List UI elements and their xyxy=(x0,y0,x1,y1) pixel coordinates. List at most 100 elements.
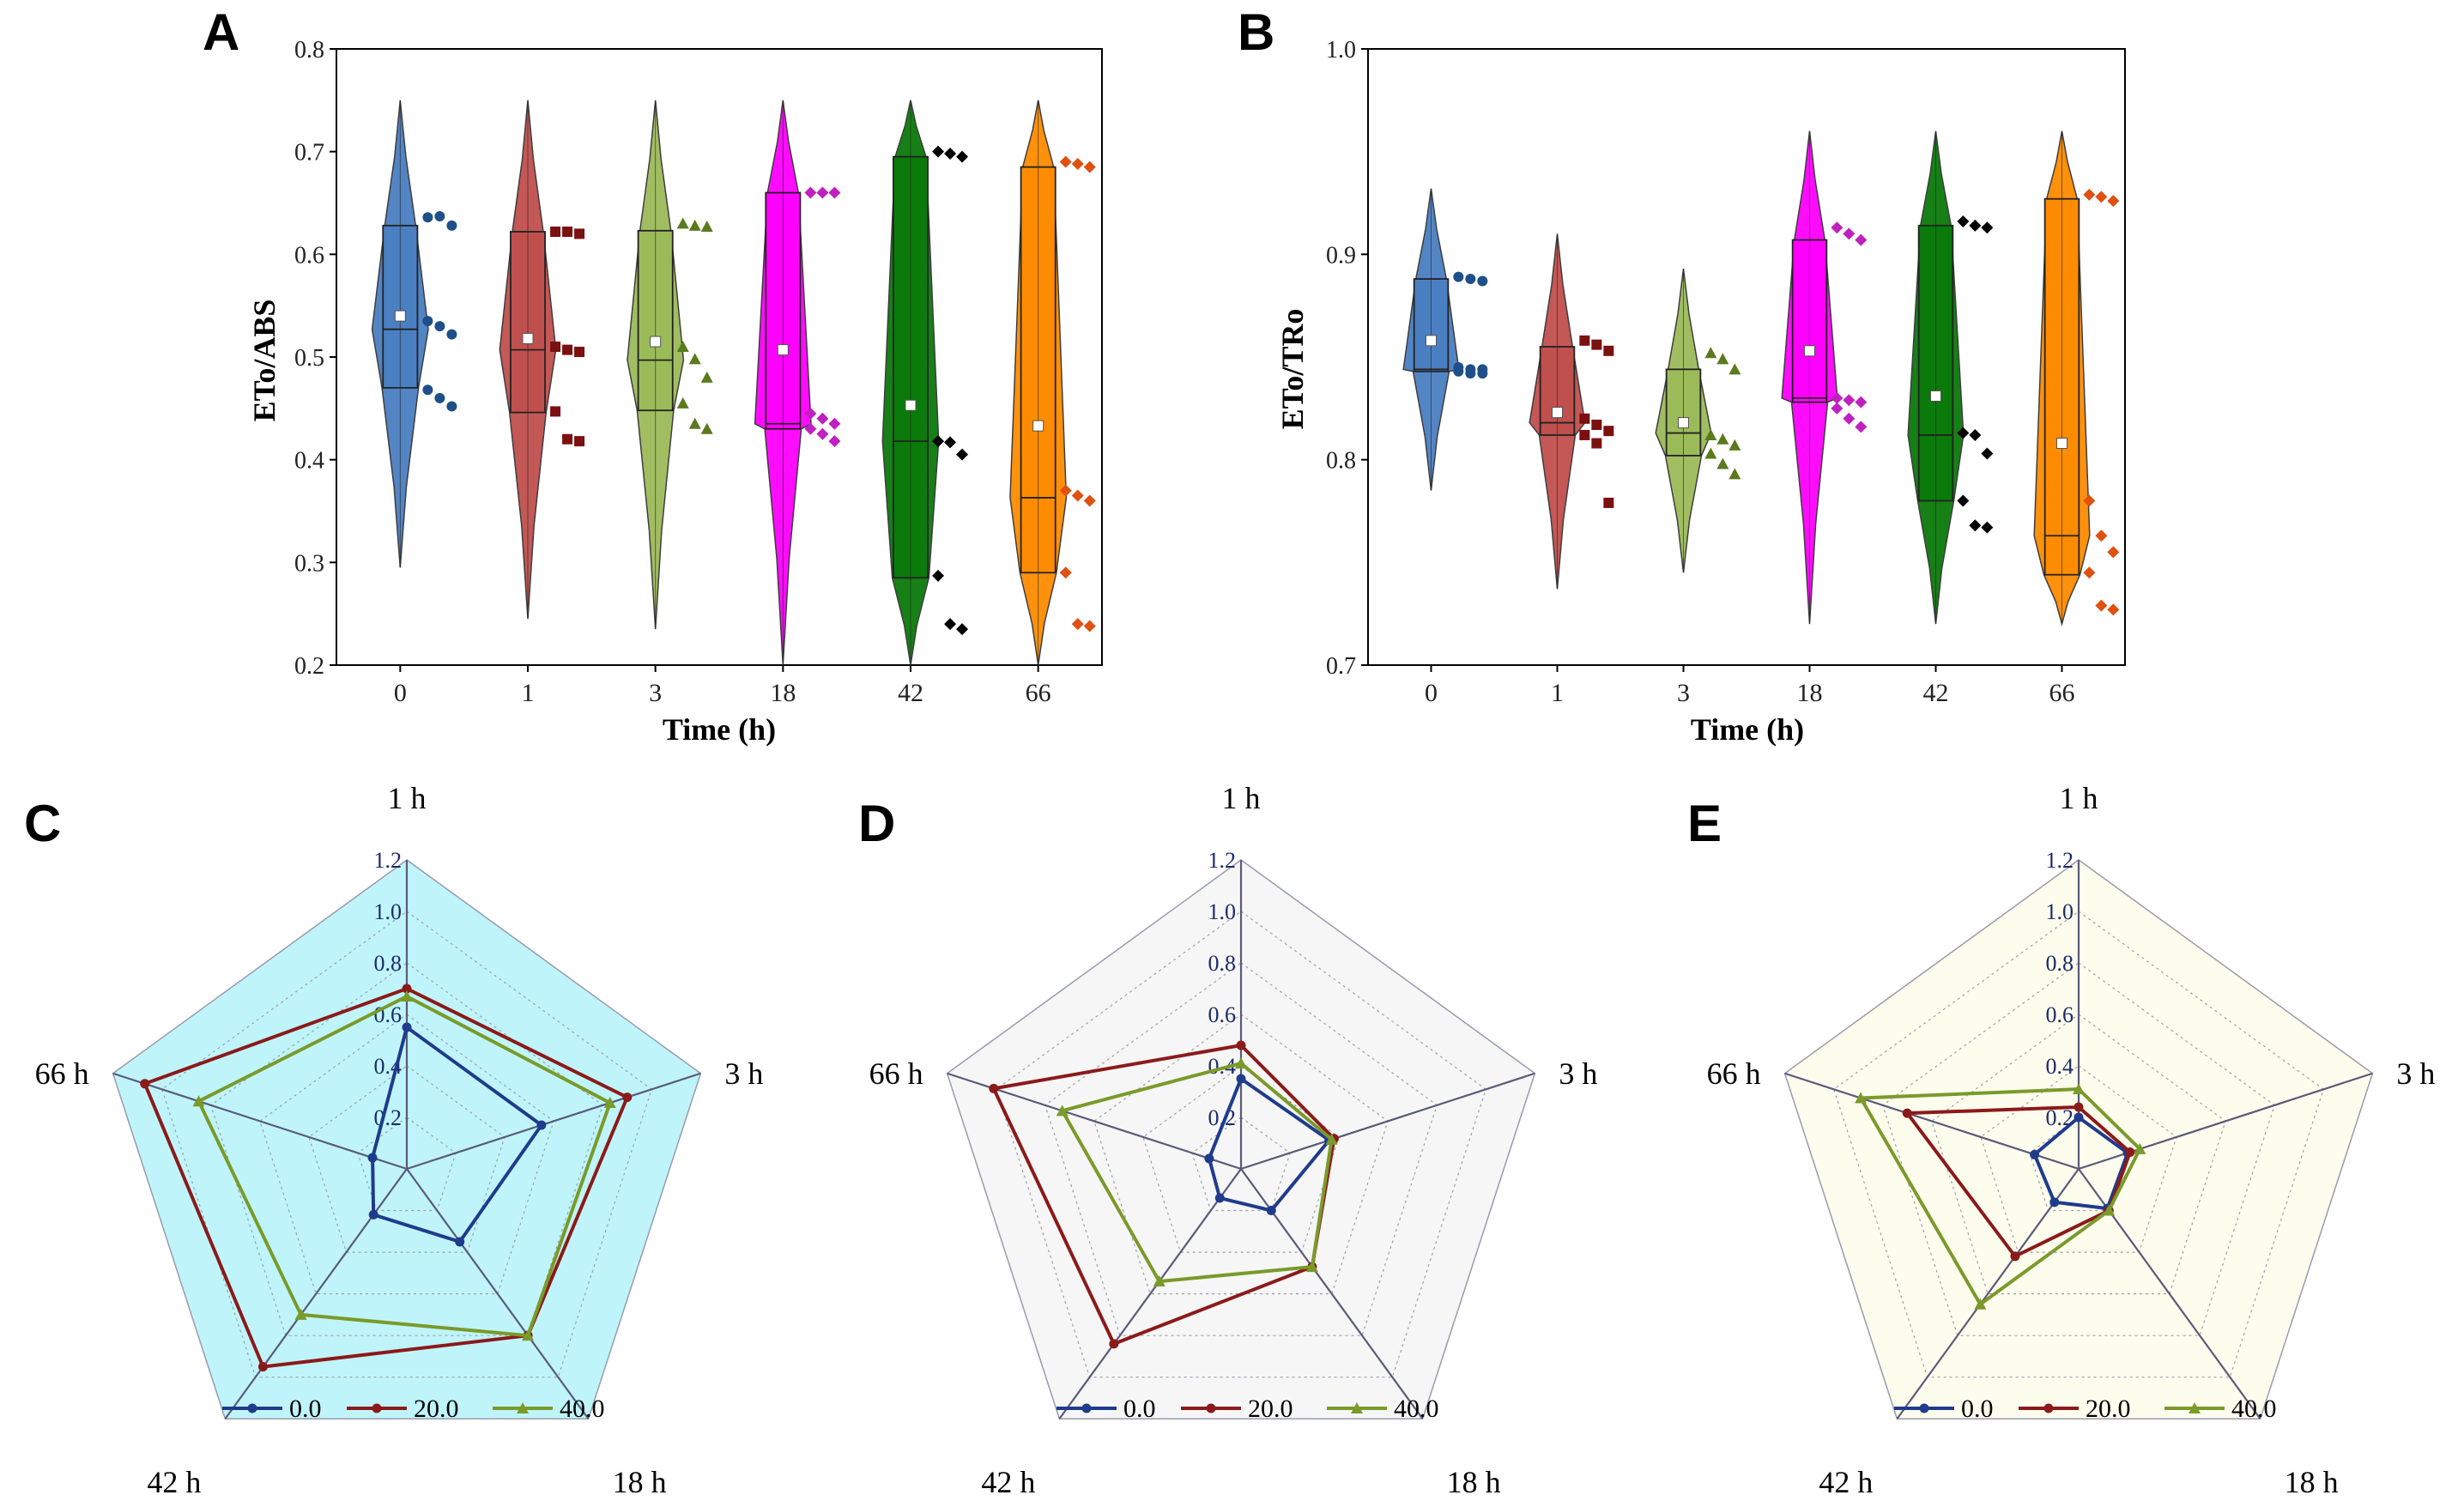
radar-point xyxy=(192,1095,205,1107)
panel-a-plot-frame xyxy=(336,48,1103,666)
radar-spoke xyxy=(112,1072,408,1171)
radar-point xyxy=(2010,1251,2020,1262)
data-point xyxy=(2083,566,2096,579)
data-point xyxy=(1716,457,1729,469)
data-point xyxy=(1957,427,1970,439)
data-point xyxy=(1981,221,1994,234)
data-point xyxy=(1465,368,1476,379)
data-point xyxy=(1453,366,1464,377)
radar-grid-ring xyxy=(308,1065,506,1253)
radar-point xyxy=(2074,1112,2084,1123)
radar-series-0.0 xyxy=(371,1024,544,1244)
panel-a-xlabel: Time (h) xyxy=(663,712,776,747)
data-point xyxy=(932,569,945,582)
data-point xyxy=(1704,428,1717,440)
radar-series-20.0 xyxy=(990,1043,1336,1347)
radar-point xyxy=(603,1097,616,1109)
panel-c-radar-chart: C 0.20.40.60.81.01.21 h3 h18 h42 h66 h0.… xyxy=(24,781,763,1499)
radar-point xyxy=(522,1329,535,1341)
radar-point xyxy=(1235,1057,1247,1068)
radar-tick-label: 0.6 xyxy=(1208,1002,1237,1027)
radar-spoke xyxy=(1784,1072,2080,1171)
panel-d-radar-chart: D 0.20.40.60.81.01.21 h3 h18 h42 h66 h0.… xyxy=(858,781,1597,1499)
data-point xyxy=(1579,413,1590,424)
radar-spoke xyxy=(224,1168,408,1419)
legend-marker xyxy=(517,1402,529,1413)
radar-grid-ring xyxy=(1980,1065,2177,1253)
data-point xyxy=(1831,402,1843,415)
x-tick-label: 42 xyxy=(1923,679,1949,707)
data-point xyxy=(1603,497,1614,508)
y-tick-label: 0.9 xyxy=(1326,242,1356,269)
radar-category-label: 18 h xyxy=(613,1465,667,1499)
data-point xyxy=(804,422,817,435)
data-point xyxy=(1981,521,1994,534)
radar-series-20.0 xyxy=(142,986,630,1369)
mean-marker xyxy=(1930,390,1941,402)
legend-label: 0.0 xyxy=(289,1395,322,1423)
x-tick-label: 3 xyxy=(1677,679,1690,707)
radar-category-label: 1 h xyxy=(1222,781,1261,815)
data-point xyxy=(676,341,689,353)
x-tick-label: 1 xyxy=(522,679,535,707)
radar-point xyxy=(367,1153,378,1163)
radar-tick-label: 0.8 xyxy=(2046,951,2074,976)
radar-category-label: 66 h xyxy=(1707,1056,1761,1091)
radar-point xyxy=(2074,1102,2084,1112)
data-point xyxy=(1957,494,1970,507)
data-point xyxy=(1071,158,1084,171)
legend-marker xyxy=(2043,1403,2054,1413)
radar-category-label: 42 h xyxy=(147,1465,201,1499)
radar-category-label: 18 h xyxy=(2285,1465,2339,1499)
data-point xyxy=(1855,421,1868,433)
radar-category-label: 3 h xyxy=(724,1056,763,1091)
radar-series-20.0 xyxy=(1904,1105,2133,1259)
legend-marker xyxy=(1206,1403,1216,1413)
data-point xyxy=(422,384,433,396)
legend-label: 40.0 xyxy=(2231,1395,2277,1423)
data-point xyxy=(700,422,713,434)
data-point xyxy=(1957,215,1970,228)
data-point xyxy=(816,412,829,425)
data-point xyxy=(550,406,561,417)
data-point xyxy=(2095,530,2108,542)
radar-tick-label: 1.0 xyxy=(2046,899,2074,924)
mean-marker xyxy=(1804,345,1815,357)
data-point xyxy=(1843,394,1856,407)
panel-b-violin-chart: B ETo/TRo Time (h) 0.7 0.8 0.9 1.0 0 1 3 18 42 66 xyxy=(1238,3,2126,747)
x-tick-label: 18 xyxy=(1797,679,1823,707)
radar-point xyxy=(2030,1149,2040,1159)
data-point xyxy=(446,220,457,231)
radar-category-label: 42 h xyxy=(981,1465,1035,1499)
y-tick-label: 0.5 xyxy=(294,345,324,372)
radar-series-0.0 xyxy=(1207,1075,1332,1213)
data-point xyxy=(1728,468,1741,480)
data-point xyxy=(422,212,433,223)
radar-category-label: 1 h xyxy=(2060,781,2098,815)
radar-point xyxy=(1236,1040,1246,1050)
data-point xyxy=(816,427,829,440)
radar-grid-ring xyxy=(1191,1117,1291,1212)
radar-point xyxy=(140,1079,150,1089)
data-point xyxy=(1981,447,1994,460)
data-point xyxy=(1059,484,1072,497)
radar-tick-label: 1.0 xyxy=(374,899,403,924)
radar-point xyxy=(1236,1074,1246,1084)
data-point xyxy=(434,211,445,222)
radar-point xyxy=(1109,1339,1119,1349)
radar-spoke xyxy=(1240,1072,1535,1171)
data-point xyxy=(828,186,841,199)
data-point xyxy=(804,186,817,199)
legend-label: 0.0 xyxy=(1961,1395,1994,1423)
data-point xyxy=(2095,599,2108,612)
radar-point xyxy=(2125,1147,2135,1158)
data-point xyxy=(446,329,457,340)
data-point xyxy=(2095,191,2108,203)
mean-marker xyxy=(777,344,789,356)
panel-b-ylabel: ETo/TRo xyxy=(1275,309,1310,430)
data-point xyxy=(1579,335,1590,346)
x-tick-label: 18 xyxy=(770,679,796,707)
data-point xyxy=(446,401,457,412)
data-point xyxy=(1831,391,1843,404)
legend-marker xyxy=(1919,1403,1929,1413)
